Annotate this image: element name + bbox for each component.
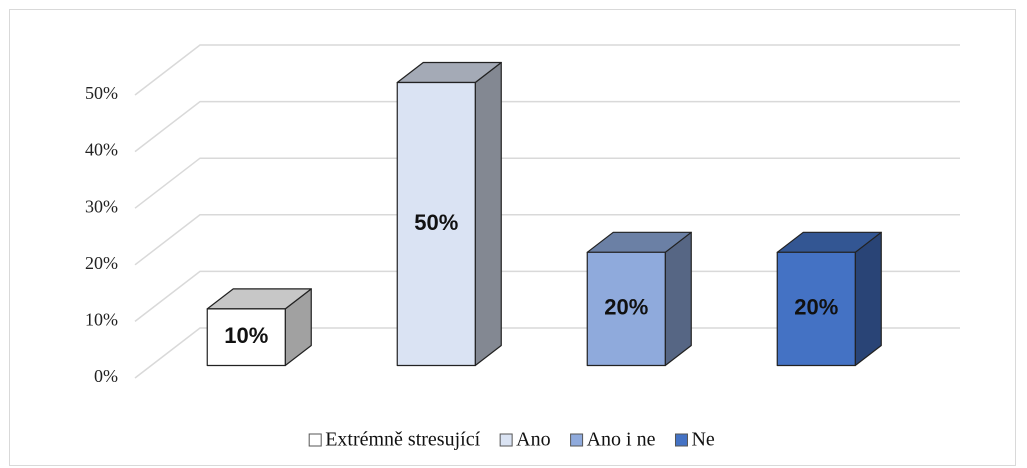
grid-line: [134, 214, 960, 266]
bar: [586, 231, 692, 367]
y-tick-label: 40%: [85, 140, 118, 160]
y-tick-label: 10%: [85, 310, 118, 330]
y-tick-label: 50%: [85, 83, 118, 103]
bar: [776, 231, 882, 367]
grid-line: [134, 157, 960, 209]
legend-swatch: [674, 433, 688, 447]
legend-label: Extrémně stresující: [325, 429, 480, 451]
legend-swatch: [308, 433, 322, 447]
legend-label: Ne: [691, 429, 714, 451]
bar-front: [776, 251, 856, 367]
legend-swatch: [499, 433, 513, 447]
bar-side: [664, 231, 692, 367]
value-label: 20%: [604, 295, 648, 320]
bar-side: [474, 61, 502, 367]
grid-line: [134, 44, 960, 96]
bar-front: [396, 81, 476, 367]
grid-line: [134, 100, 960, 153]
bar-front: [586, 251, 666, 367]
y-tick-label: 30%: [85, 196, 118, 216]
y-tick-label: 20%: [85, 253, 118, 273]
legend: Extrémně stresující Ano Ano i ne Ne: [308, 429, 715, 451]
value-label: 20%: [794, 295, 838, 320]
value-label: 10%: [224, 323, 268, 348]
legend-label: Ano: [516, 429, 550, 451]
grid-line: [134, 270, 960, 322]
legend-swatch: [570, 433, 584, 447]
bar-front: [206, 308, 286, 367]
grid-line: [134, 327, 960, 379]
y-tick-label: 0%: [94, 366, 118, 386]
value-label: 50%: [414, 210, 458, 235]
legend-label: Ano i ne: [587, 429, 656, 451]
bar: [206, 288, 312, 367]
bar: [396, 61, 502, 367]
bar-side: [854, 231, 882, 367]
